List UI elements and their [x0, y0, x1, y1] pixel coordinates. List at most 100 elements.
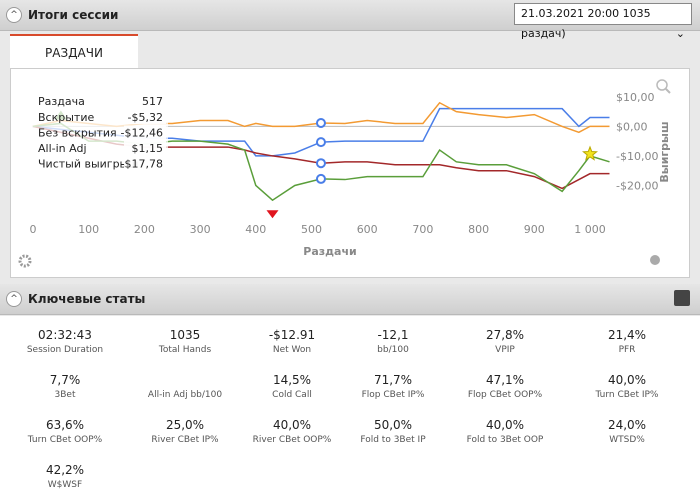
stat-label: WTSD% — [609, 435, 645, 445]
y-tick-label: -$10,00 — [616, 150, 658, 163]
tooltip-value: -$5,32 — [128, 111, 163, 124]
collapse-button[interactable]: ^ — [6, 291, 22, 307]
stat: 27,8% VPIP — [440, 328, 570, 355]
session-header: ^ Итоги сессии 21.03.2021 20:00 1035 раз… — [0, 0, 700, 40]
stats-grid: 02:32:43 Session Duration 1035 Total Hands -… — [0, 316, 700, 504]
min-marker — [266, 210, 279, 219]
session-dropdown[interactable]: 21.03.2021 20:00 1035 раздач) ⌄ — [514, 3, 692, 40]
stat-value: 24,0% — [607, 418, 647, 432]
stat-value: 42,2% — [45, 463, 85, 477]
stat-label: Flop CBet OOP% — [467, 390, 543, 400]
tooltip-value-bg — [124, 110, 166, 124]
x-tick-label: 1 000 — [574, 223, 606, 236]
x-tick-label: 900 — [524, 223, 545, 236]
stat: 7,7% 3Bet — [0, 373, 130, 400]
stat-value: 47,1% — [485, 373, 525, 387]
stat: 24,0% WTSD% — [562, 418, 692, 445]
collapse-button[interactable]: ^ — [6, 7, 22, 23]
stat-value: 14,5% — [272, 373, 312, 387]
stat-label: 3Bet — [54, 390, 76, 400]
x-tick-label: 100 — [78, 223, 99, 236]
stat: 14,5% Cold Call — [227, 373, 357, 400]
stat: 02:32:43 Session Duration — [0, 328, 130, 355]
stat-label: bb/100 — [377, 345, 409, 355]
stat-value: 71,7% — [373, 373, 413, 387]
stat: 50,0% Fold to 3Bet IP — [328, 418, 458, 445]
y-tick-label: -$20,00 — [616, 179, 658, 192]
stat-label: Fold to 3Bet OOP — [466, 435, 544, 445]
stat: 21,4% PFR — [562, 328, 692, 355]
tooltip-value-bg — [124, 141, 166, 155]
tooltip-value: -$17,78 — [121, 158, 163, 171]
session-value: 21.03.2021 20:00 1035 раздач) — [521, 7, 651, 40]
x-axis-title: Раздачи — [303, 245, 356, 258]
stat: -12,1 bb/100 — [328, 328, 458, 355]
layout-button[interactable] — [674, 290, 690, 306]
x-tick-label: 700 — [412, 223, 433, 236]
y-tick-label: $0,00 — [616, 120, 648, 133]
stat-label: Turn CBet IP% — [595, 390, 659, 400]
stat: 42,2% W$WSF — [0, 463, 130, 490]
stat-value: 7,7% — [49, 373, 81, 387]
hover-point — [315, 137, 326, 148]
stat-label: Session Duration — [26, 345, 104, 355]
section-title: Итоги сессии — [28, 8, 119, 22]
settings-icon[interactable] — [18, 254, 32, 268]
stat-value: -12,1 — [377, 328, 409, 342]
zoom-icon[interactable] — [656, 79, 668, 91]
stat: 40,0% Turn CBet IP% — [562, 373, 692, 400]
stat-label: River CBet IP% — [151, 435, 219, 445]
stat-label: River CBet OOP% — [252, 435, 332, 445]
x-tick-label: 300 — [190, 223, 211, 236]
stat-value: 02:32:43 — [38, 328, 92, 342]
stat-label: Cold Call — [272, 390, 312, 400]
zoom-icon-handle — [665, 88, 671, 94]
chart: Раздачи Выигрыш $10,00 $0,00 -$10,00 -$20,0… — [18, 79, 671, 268]
tooltip-value-bg — [124, 125, 166, 140]
tooltip-value: 517 — [142, 95, 163, 108]
x-tick-label: 600 — [357, 223, 378, 236]
x-tick-label: 400 — [245, 223, 266, 236]
stat-value: 40,0% — [485, 418, 525, 432]
stat-label: Net Won — [272, 345, 312, 355]
x-tick-label: 200 — [134, 223, 155, 236]
stat: 71,7% Flop CBet IP% — [328, 373, 458, 400]
hover-point — [315, 158, 326, 169]
stat-label: PFR — [618, 345, 636, 355]
stat-label: VPIP — [495, 345, 515, 355]
stat: 40,0% Fold to 3Bet OOP — [440, 418, 570, 445]
stat-label: Turn CBet OOP% — [27, 435, 103, 445]
tooltip-label: Чистый выигрыш — [38, 158, 138, 171]
stat: -$12.91 Net Won — [227, 328, 357, 355]
stat-label: W$WSF — [47, 480, 83, 490]
dropdown-arrow: ⌄ — [675, 27, 685, 40]
tooltip-label: Без вскрытия — [38, 127, 117, 140]
hover-point — [315, 173, 326, 184]
stat-value: 63,6% — [45, 418, 85, 432]
star-marker — [582, 145, 598, 161]
tab[interactable]: РАЗДАЧИ — [10, 34, 138, 70]
stat: 25,0% River CBet IP% — [120, 418, 250, 445]
x-tick-label: 800 — [468, 223, 489, 236]
stat-label: Fold to 3Bet IP — [360, 435, 426, 445]
info-icon[interactable] — [650, 255, 660, 265]
stat-value: 40,0% — [607, 373, 647, 387]
stat-value: 40,0% — [272, 418, 312, 432]
stats-header: ^ Ключевые статы — [0, 284, 700, 315]
stat-value: 25,0% — [165, 418, 205, 432]
tooltip-value: -$12,46 — [121, 127, 163, 140]
stat-value: -$12.91 — [268, 328, 316, 342]
stat-value: 21,4% — [607, 328, 647, 342]
x-tick-label: 500 — [301, 223, 322, 236]
stat: 47,1% Flop CBet OOP% — [440, 373, 570, 400]
hover-point — [315, 117, 326, 128]
tooltip-value: $1,15 — [132, 142, 164, 155]
y-axis-title: Выигрыш — [658, 121, 671, 182]
stat: 1035 Total Hands — [120, 328, 250, 355]
y-tick-label: $10,00 — [616, 91, 655, 104]
tooltip-label: All-in Adj — [38, 142, 87, 155]
stat: 63,6% Turn CBet OOP% — [0, 418, 130, 445]
stat-value: 50,0% — [373, 418, 413, 432]
stat-label: Total Hands — [158, 345, 212, 355]
